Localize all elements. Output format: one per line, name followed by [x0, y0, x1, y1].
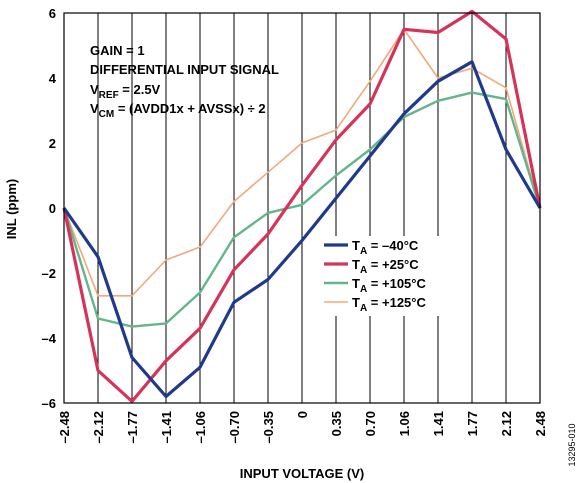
- series-line-0: [62, 60, 542, 399]
- x-tick-label: 0.35: [329, 411, 344, 436]
- series-line-3: [63, 28, 541, 297]
- annotation-gain: GAIN = 1: [90, 43, 145, 58]
- series-group: [62, 9, 542, 403]
- y-axis-title: INL (ppm): [4, 179, 19, 239]
- series-line-1: [62, 9, 542, 403]
- series-line-2: [62, 91, 542, 328]
- x-tick-label: –1.77: [125, 411, 140, 444]
- annotation-block: GAIN = 1 DIFFERENTIAL INPUT SIGNAL VREF …: [90, 43, 279, 120]
- x-tick-label: 2.48: [533, 411, 548, 436]
- x-tick-label: 1.41: [431, 411, 446, 436]
- y-tick-label: 4: [49, 71, 57, 86]
- legend-label-105: TA = +105°C: [352, 276, 426, 295]
- annotation-vref-main: V: [90, 82, 99, 97]
- x-tick-label: –1.06: [193, 411, 208, 444]
- x-tick-label: 0: [295, 411, 310, 418]
- x-axis-title: INPUT VOLTAGE (V): [240, 466, 364, 481]
- x-tick-label: –0.70: [227, 411, 242, 444]
- annotation-signal: DIFFERENTIAL INPUT SIGNAL: [90, 62, 279, 77]
- x-tick-labels: –2.48 –2.12 –1.77 –1.41 –1.06 –0.70 –0.35 0 0.35…: [57, 411, 548, 444]
- legend-label-125: TA = +125°C: [352, 295, 426, 314]
- y-tick-labels: –6 –4 –2 0 2 4 6: [42, 6, 57, 411]
- y-tick-label: –4: [42, 331, 57, 346]
- y-tick-label: –6: [42, 396, 56, 411]
- x-tick-label: 1.77: [465, 411, 480, 436]
- y-tick-label: –2: [42, 266, 56, 281]
- figure-id: 13295-010: [567, 423, 577, 466]
- x-tick-label: 0.70: [363, 411, 378, 436]
- plot-frame: [63, 12, 541, 404]
- x-tick-label: 1.06: [397, 411, 412, 436]
- annotation-vcm: VCM = (AVDD1x + AVSSx) ÷ 2: [90, 101, 266, 120]
- annotation-vcm-main: V: [90, 101, 99, 116]
- x-tick-label: 2.12: [499, 411, 514, 436]
- x-tick-label: –1.41: [159, 411, 174, 444]
- legend: TA = –40°C TA = +25°C TA = +105°C TA = +…: [318, 236, 458, 316]
- y-tick-label: 6: [49, 6, 56, 21]
- annotation-vref-sub: REF: [99, 90, 119, 101]
- x-tick-label: –0.35: [261, 411, 276, 444]
- y-tick-label: 2: [49, 136, 56, 151]
- annotation-vref: VREF = 2.5V: [90, 82, 161, 101]
- legend-label-25: TA = +25°C: [352, 257, 419, 276]
- x-tick-label: –2.48: [57, 411, 72, 444]
- x-tick-label: –2.12: [91, 411, 106, 444]
- annotation-vcm-rest: = (AVDD1x + AVSSx) ÷ 2: [114, 101, 265, 116]
- annotation-vref-rest: = 2.5V: [119, 82, 161, 97]
- annotation-vcm-sub: CM: [99, 109, 115, 120]
- legend-label-minus40: TA = –40°C: [352, 238, 419, 257]
- y-tick-label: 0: [49, 201, 56, 216]
